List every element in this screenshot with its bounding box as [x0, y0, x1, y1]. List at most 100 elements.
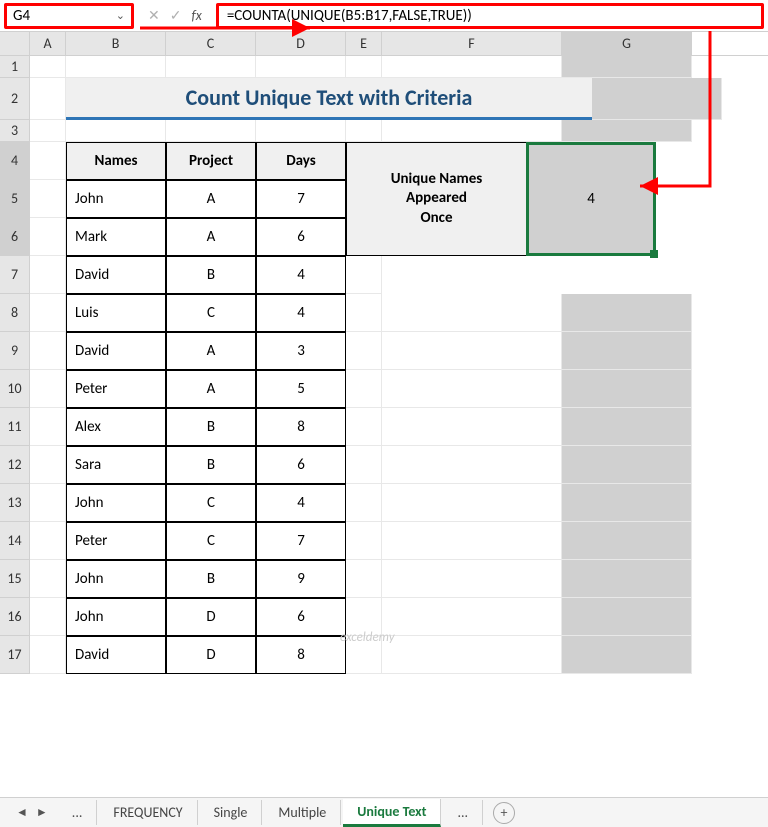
cell-days[interactable]: 4: [256, 294, 346, 332]
cell-days[interactable]: 8: [256, 636, 346, 674]
cell-name[interactable]: Mark: [66, 218, 166, 256]
col-header[interactable]: A: [30, 32, 66, 55]
col-header[interactable]: D: [256, 32, 346, 55]
cell-project[interactable]: A: [166, 332, 256, 370]
cell[interactable]: [30, 180, 66, 218]
col-header[interactable]: G: [562, 32, 692, 55]
cell-days[interactable]: 6: [256, 598, 346, 636]
cell[interactable]: [256, 56, 346, 78]
cell[interactable]: [30, 484, 66, 522]
cell-days[interactable]: 6: [256, 218, 346, 256]
cell[interactable]: [382, 294, 562, 332]
cell[interactable]: [30, 332, 66, 370]
cell[interactable]: [346, 370, 382, 408]
cell-name[interactable]: Sara: [66, 446, 166, 484]
cell[interactable]: [346, 120, 382, 142]
name-box[interactable]: G4 ⌄: [4, 3, 134, 29]
cell[interactable]: [30, 78, 66, 120]
row-header[interactable]: 16: [0, 598, 30, 636]
cell[interactable]: [346, 332, 382, 370]
cell[interactable]: [382, 522, 562, 560]
cell-days[interactable]: 6: [256, 446, 346, 484]
cell[interactable]: [30, 636, 66, 674]
cell-project[interactable]: C: [166, 294, 256, 332]
cell[interactable]: [382, 560, 562, 598]
cell[interactable]: [30, 294, 66, 332]
cell[interactable]: [30, 446, 66, 484]
cell[interactable]: [382, 598, 562, 636]
cell-name[interactable]: Peter: [66, 370, 166, 408]
table-header-project[interactable]: Project: [166, 142, 256, 180]
cell[interactable]: [346, 484, 382, 522]
cell[interactable]: [562, 120, 692, 142]
cell-project[interactable]: B: [166, 256, 256, 294]
tab-prev-icon[interactable]: ◄: [16, 805, 28, 820]
row-header[interactable]: 5: [0, 180, 30, 218]
cell-name[interactable]: David: [66, 332, 166, 370]
row-header[interactable]: 10: [0, 370, 30, 408]
cell-project[interactable]: D: [166, 636, 256, 674]
col-header[interactable]: F: [382, 32, 562, 55]
row-header[interactable]: 17: [0, 636, 30, 674]
cell[interactable]: [346, 446, 382, 484]
row-header[interactable]: 2: [0, 78, 30, 120]
row-header[interactable]: 3: [0, 120, 30, 142]
cell[interactable]: [382, 408, 562, 446]
tab-unique-text[interactable]: Unique Text: [343, 799, 441, 827]
cancel-icon[interactable]: ✕: [148, 7, 160, 24]
cell-project[interactable]: C: [166, 484, 256, 522]
cell[interactable]: [30, 370, 66, 408]
cell-name[interactable]: John: [66, 560, 166, 598]
row-header[interactable]: 7: [0, 256, 30, 294]
result-label-cell[interactable]: Unique NamesAppearedOnce: [346, 142, 526, 256]
cell-name[interactable]: Alex: [66, 408, 166, 446]
cell-project[interactable]: A: [166, 218, 256, 256]
cell[interactable]: [382, 120, 562, 142]
cell-days[interactable]: 7: [256, 180, 346, 218]
cell[interactable]: [382, 56, 562, 78]
cell[interactable]: [346, 294, 382, 332]
cell[interactable]: [166, 56, 256, 78]
chevron-down-icon[interactable]: ⌄: [116, 9, 125, 22]
cell-project[interactable]: D: [166, 598, 256, 636]
cell[interactable]: [256, 120, 346, 142]
row-header[interactable]: 1: [0, 56, 30, 78]
cell[interactable]: [562, 446, 692, 484]
cell-name[interactable]: John: [66, 484, 166, 522]
row-header[interactable]: 9: [0, 332, 30, 370]
cell-name[interactable]: David: [66, 636, 166, 674]
cell[interactable]: [346, 560, 382, 598]
cell[interactable]: [562, 294, 692, 332]
cell-project[interactable]: B: [166, 446, 256, 484]
cell[interactable]: [382, 370, 562, 408]
cell[interactable]: [30, 408, 66, 446]
cell[interactable]: [30, 142, 66, 180]
add-sheet-button[interactable]: +: [493, 802, 515, 824]
cell[interactable]: [30, 120, 66, 142]
cell[interactable]: [30, 256, 66, 294]
formula-input[interactable]: =COUNTA(UNIQUE(B5:B17,FALSE,TRUE)): [216, 3, 764, 29]
cell[interactable]: [382, 484, 562, 522]
tab-ellipsis[interactable]: ...: [58, 800, 98, 825]
row-header[interactable]: 8: [0, 294, 30, 332]
tab-multiple[interactable]: Multiple: [264, 800, 341, 825]
tab-next-icon[interactable]: ►: [36, 805, 48, 820]
confirm-icon[interactable]: ✓: [170, 7, 182, 24]
tab-single[interactable]: Single: [200, 800, 263, 825]
cell-project[interactable]: B: [166, 560, 256, 598]
cell[interactable]: [562, 522, 692, 560]
cell-days[interactable]: 7: [256, 522, 346, 560]
cell[interactable]: [562, 332, 692, 370]
cell[interactable]: [562, 408, 692, 446]
fx-icon[interactable]: fx: [191, 7, 201, 24]
cell[interactable]: [30, 218, 66, 256]
cell[interactable]: [562, 484, 692, 522]
col-header[interactable]: B: [66, 32, 166, 55]
table-header-days[interactable]: Days: [256, 142, 346, 180]
cell-project[interactable]: A: [166, 180, 256, 218]
cell-name[interactable]: David: [66, 256, 166, 294]
title-cell[interactable]: Count Unique Text with Criteria: [66, 78, 592, 120]
cell[interactable]: [592, 78, 722, 120]
cell[interactable]: [346, 636, 382, 674]
cell-days[interactable]: 4: [256, 256, 346, 294]
